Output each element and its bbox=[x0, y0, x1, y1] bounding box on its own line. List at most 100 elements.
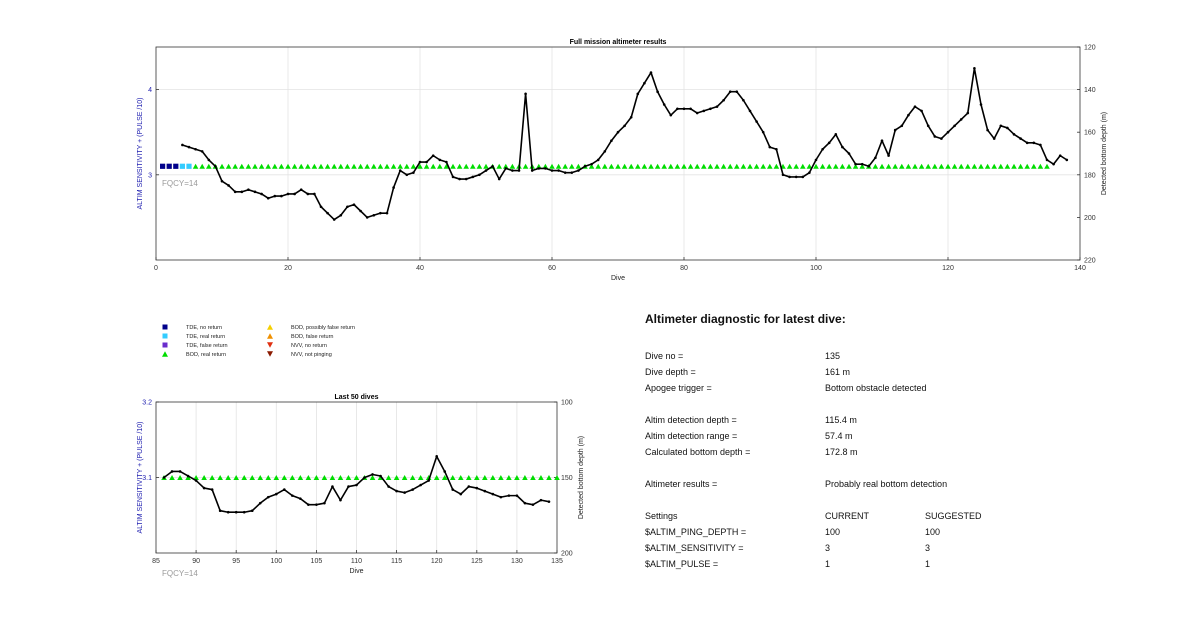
depth-point bbox=[363, 476, 366, 479]
y-left-tick-label: 3.1 bbox=[142, 475, 152, 482]
triangle-marker bbox=[401, 474, 408, 481]
depth-point bbox=[275, 492, 278, 496]
triangle-marker bbox=[249, 474, 256, 481]
depth-point bbox=[1006, 126, 1009, 130]
triangle-marker bbox=[476, 163, 483, 169]
results-value: Probably real bottom detection bbox=[825, 479, 948, 489]
depth-line bbox=[182, 67, 1068, 221]
depth-point bbox=[247, 188, 250, 192]
ping-depth-row: $ALTIM_PING_DEPTH = 100 100 bbox=[645, 524, 1165, 540]
triangle-marker bbox=[1037, 163, 1044, 169]
depth-point bbox=[1025, 141, 1029, 145]
square-marker bbox=[179, 163, 185, 169]
depth-point bbox=[178, 470, 182, 473]
triangle-marker bbox=[457, 474, 464, 481]
triangle-marker bbox=[291, 163, 298, 169]
depth-point bbox=[523, 501, 527, 505]
triangle-marker bbox=[892, 163, 898, 169]
triangle-marker bbox=[470, 163, 476, 169]
triangle-marker bbox=[331, 163, 337, 169]
triangle-marker bbox=[199, 163, 205, 169]
triangle-marker bbox=[241, 474, 248, 481]
calc-depth-row: Calculated bottom depth = 172.8 m bbox=[645, 444, 1165, 460]
depth-point bbox=[504, 167, 508, 170]
triangle-marker bbox=[305, 163, 311, 169]
depth-point bbox=[920, 109, 923, 113]
depth-point bbox=[530, 169, 534, 172]
triangle-marker bbox=[285, 163, 291, 169]
depth-point bbox=[379, 211, 382, 215]
depth-point bbox=[539, 498, 543, 502]
triangle-marker bbox=[449, 474, 456, 481]
triangle-marker bbox=[701, 163, 707, 169]
triangle-marker bbox=[760, 163, 766, 169]
depth-point bbox=[499, 495, 503, 499]
triangle-marker bbox=[503, 163, 509, 169]
triangle-marker bbox=[661, 163, 667, 169]
pulse-label: $ALTIM_PULSE = bbox=[645, 559, 719, 569]
current-header: CURRENT bbox=[825, 511, 869, 521]
depth-point bbox=[682, 107, 686, 111]
x-tick-label: 125 bbox=[471, 558, 483, 565]
sensitivity-row: $ALTIM_SENSITIVITY = 3 3 bbox=[645, 540, 1165, 556]
triangle-marker bbox=[932, 163, 938, 169]
depth-point bbox=[979, 103, 983, 106]
triangle-marker bbox=[793, 163, 799, 169]
depth-point bbox=[821, 147, 824, 151]
depth-point bbox=[656, 90, 659, 94]
depth-point bbox=[497, 177, 501, 181]
depth-point bbox=[438, 158, 442, 162]
triangle-marker bbox=[1031, 163, 1037, 169]
triangle-marker bbox=[289, 474, 296, 481]
depth-point bbox=[194, 479, 198, 482]
depth-point bbox=[959, 118, 963, 121]
y-left-tick-label: 3.2 bbox=[142, 400, 152, 407]
depth-point bbox=[352, 203, 356, 206]
triangle-marker bbox=[393, 474, 400, 481]
triangle-marker bbox=[1004, 163, 1011, 169]
depth-point bbox=[900, 124, 904, 128]
depth-point bbox=[695, 111, 699, 115]
triangle-marker bbox=[522, 163, 529, 169]
depth-point bbox=[471, 175, 475, 179]
legend: TDE, no return TDE, real return TDE, false… bbox=[162, 324, 355, 358]
diagnostic-title: Altimeter diagnostic for latest dive: bbox=[645, 312, 846, 326]
depth-point bbox=[458, 177, 461, 181]
triangle-marker bbox=[441, 474, 448, 481]
depth-point bbox=[385, 211, 389, 215]
triangle-marker bbox=[714, 163, 720, 169]
triangle-marker bbox=[522, 474, 528, 481]
depth-point bbox=[418, 160, 422, 164]
pulse-current: 1 bbox=[825, 559, 831, 569]
dive-depth-value: 161 m bbox=[825, 367, 851, 377]
depth-point bbox=[933, 135, 937, 138]
triangle-marker bbox=[345, 474, 352, 481]
fqcy-annotation: FQCY=14 bbox=[162, 569, 198, 578]
depth-point bbox=[240, 190, 244, 194]
depth-point bbox=[563, 171, 567, 174]
x-tick-label: 110 bbox=[351, 558, 362, 565]
triangle-marker bbox=[602, 163, 608, 169]
x-tick-label: 60 bbox=[548, 265, 556, 272]
depth-point bbox=[1045, 158, 1049, 162]
x-tick-label: 0 bbox=[154, 265, 158, 272]
triangle-marker bbox=[839, 163, 846, 169]
dive-no-row: Dive no = 135 bbox=[645, 348, 1165, 364]
square-marker bbox=[166, 163, 172, 169]
depth-point bbox=[966, 111, 970, 115]
triangle-marker bbox=[377, 163, 384, 169]
depth-point bbox=[220, 179, 224, 183]
triangle-marker bbox=[984, 163, 991, 169]
results-label: Altimeter results = bbox=[645, 479, 718, 489]
triangle-marker bbox=[219, 163, 225, 169]
depth-point bbox=[379, 474, 382, 478]
triangle-marker bbox=[443, 163, 450, 169]
depth-point bbox=[814, 158, 818, 162]
depth-point bbox=[253, 190, 257, 194]
triangle-marker bbox=[417, 163, 423, 169]
triangle-marker bbox=[344, 163, 351, 169]
triangle-marker bbox=[833, 163, 839, 169]
depth-point bbox=[202, 486, 206, 490]
depth-point bbox=[266, 495, 270, 499]
triangle-marker bbox=[258, 163, 265, 169]
